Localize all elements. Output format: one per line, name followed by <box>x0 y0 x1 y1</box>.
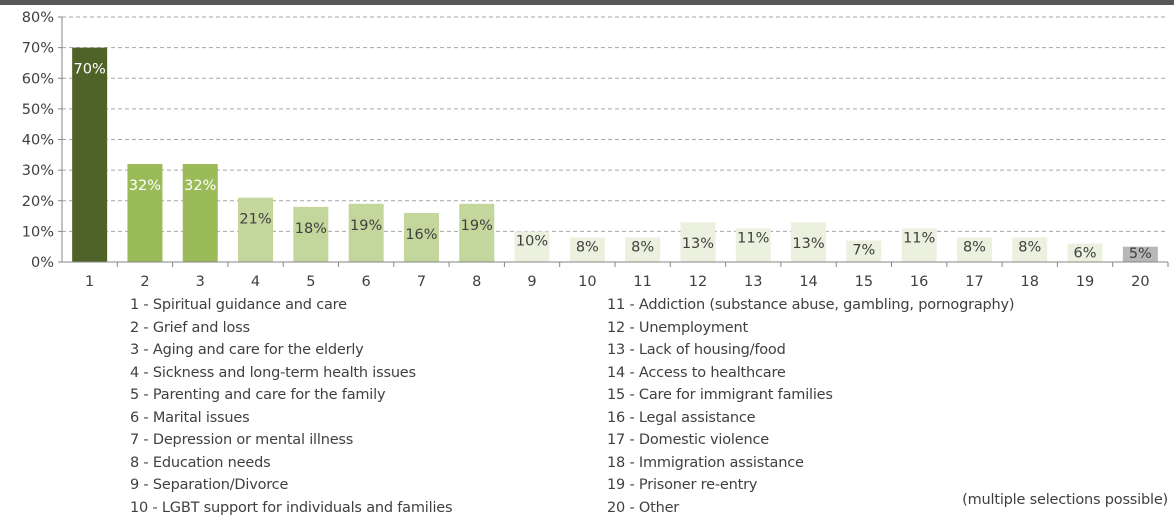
x-tick-label: 14 <box>799 274 817 290</box>
x-tick-label: 8 <box>472 274 481 290</box>
x-tick-label: 7 <box>417 274 426 290</box>
bar <box>459 203 495 262</box>
data-label: 7% <box>852 243 875 259</box>
x-tick-label: 15 <box>855 274 873 290</box>
data-label: 8% <box>576 240 599 256</box>
data-label: 11% <box>903 230 935 246</box>
x-tick-label: 19 <box>1076 274 1094 290</box>
legend-item: 5 - Parenting and care for the family <box>130 387 386 403</box>
legend-item: 4 - Sickness and long-term health issues <box>130 364 416 381</box>
y-tick-label: 50% <box>22 102 54 118</box>
bar <box>72 47 108 262</box>
legend-item: 12 - Unemployment <box>607 319 748 336</box>
x-tick-label: 20 <box>1131 274 1149 290</box>
x-tick-label: 16 <box>910 274 928 290</box>
bar <box>1012 237 1048 262</box>
legend-item: 19 - Prisoner re-entry <box>607 477 758 493</box>
y-tick-label: 10% <box>22 224 54 240</box>
x-tick-label: 5 <box>306 274 315 290</box>
x-tick-label: 17 <box>965 274 983 290</box>
y-tick-label: 20% <box>22 194 54 210</box>
data-label: 5% <box>1129 246 1152 262</box>
data-label: 19% <box>350 218 382 234</box>
top-bar <box>0 0 1174 5</box>
x-tick-label: 13 <box>744 274 762 290</box>
data-label: 13% <box>682 236 714 252</box>
bar <box>625 237 661 262</box>
legend-item: 11 - Addiction (substance abuse, gamblin… <box>607 297 1015 313</box>
y-tick-label: 60% <box>22 71 54 87</box>
legend-item: 6 - Marital issues <box>130 409 250 426</box>
legend-item: 1 - Spiritual guidance and care <box>130 297 347 313</box>
data-label: 6% <box>1074 246 1097 262</box>
data-label: 32% <box>184 178 216 194</box>
legend-item: 3 - Aging and care for the elderly <box>130 342 364 358</box>
data-label: 8% <box>1018 240 1041 256</box>
bar <box>293 206 329 262</box>
legend-item: 16 - Legal assistance <box>607 409 756 426</box>
bar <box>348 203 384 262</box>
x-tick-label: 11 <box>633 274 651 290</box>
y-tick-label: 80% <box>22 10 54 26</box>
x-tick-label: 3 <box>196 274 205 290</box>
y-tick-label: 70% <box>22 41 54 57</box>
data-label: 19% <box>461 218 493 234</box>
selection-note: (multiple selections possible) <box>962 492 1168 508</box>
data-label: 16% <box>405 227 437 243</box>
x-tick-label: 1 <box>85 274 94 290</box>
bar <box>1067 243 1103 262</box>
bar <box>791 222 827 262</box>
x-tick-label: 9 <box>527 274 536 290</box>
bar <box>956 237 992 262</box>
data-label: 8% <box>631 240 654 256</box>
legend-item: 13 - Lack of housing/food <box>607 342 786 358</box>
bar <box>238 197 274 262</box>
legend-item: 14 - Access to healthcare <box>607 364 786 381</box>
bar <box>735 228 771 262</box>
legend-item: 17 - Domestic violence <box>607 432 769 448</box>
x-tick-label: 6 <box>362 274 371 290</box>
data-label: 21% <box>239 212 271 228</box>
legend-item: 2 - Grief and loss <box>130 319 250 336</box>
bar <box>901 228 937 262</box>
bar <box>403 213 439 262</box>
bar <box>1122 246 1158 262</box>
data-label: 70% <box>74 62 106 78</box>
legend-item: 8 - Education needs <box>130 454 271 471</box>
legend-item: 9 - Separation/Divorce <box>130 477 289 493</box>
y-tick-label: 40% <box>22 133 54 149</box>
legend-item: 20 - Other <box>607 499 680 516</box>
bar <box>514 231 550 262</box>
bar <box>569 237 605 262</box>
legend-item: 18 - Immigration assistance <box>607 454 804 471</box>
data-label: 32% <box>129 178 161 194</box>
legend-item: 15 - Care for immigrant families <box>607 387 833 403</box>
x-tick-label: 18 <box>1021 274 1039 290</box>
x-tick-label: 10 <box>578 274 596 290</box>
bar <box>846 240 882 262</box>
bar <box>680 222 716 262</box>
y-tick-label: 0% <box>31 255 54 271</box>
data-label: 10% <box>516 233 548 249</box>
x-tick-label: 12 <box>689 274 707 290</box>
data-label: 18% <box>295 221 327 237</box>
bar <box>182 164 218 262</box>
bar-chart: 0% 10% 20% 30% 40% 50% 60% 70% 80% 70% 1 32% 2 32% 3 21… <box>22 10 1169 290</box>
legend-item: 7 - Depression or mental illness <box>130 432 354 448</box>
y-tick-label: 30% <box>22 163 54 179</box>
data-label: 11% <box>737 230 769 246</box>
x-tick-label: 4 <box>251 274 260 290</box>
data-label: 13% <box>792 236 824 252</box>
data-label: 8% <box>963 240 986 256</box>
x-tick-label: 2 <box>140 274 149 290</box>
bar <box>127 164 163 262</box>
legend-item: 10 - LGBT support for individuals and fa… <box>130 499 453 516</box>
